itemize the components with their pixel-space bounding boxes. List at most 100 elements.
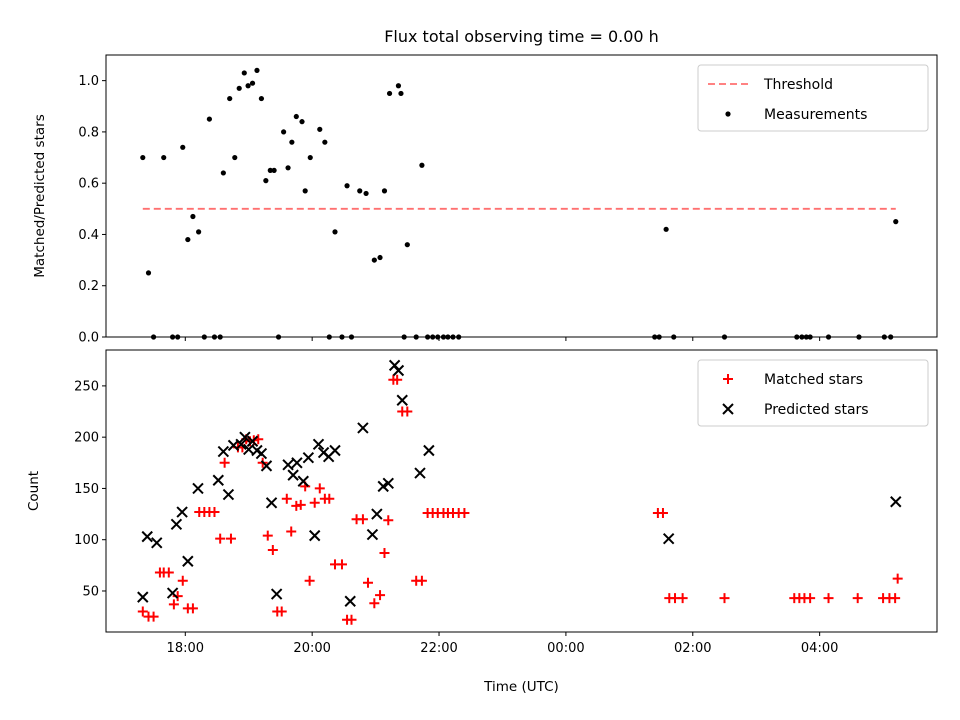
predicted-star-point	[235, 438, 247, 451]
predicted-star-point	[377, 480, 389, 493]
measurement-point	[220, 170, 226, 176]
matched-star-point	[137, 606, 148, 617]
measurement-point	[381, 188, 388, 194]
predicted-star-point	[396, 394, 408, 406]
measurement-point	[395, 83, 402, 89]
matched-star-point	[892, 573, 903, 584]
predicted-star-point	[246, 435, 259, 447]
measurement-point	[258, 95, 265, 102]
y-tick-label: 0.6	[78, 177, 99, 192]
matched-star-point	[677, 593, 688, 604]
matched-star-point	[295, 499, 306, 510]
measurement-point	[332, 229, 338, 235]
predicted-star-point	[890, 496, 902, 508]
measurement-point	[299, 119, 305, 125]
predicted-star-point	[423, 444, 435, 457]
flux-ratio-panel: Flux total observing time = 0.00 h Match…	[32, 27, 938, 346]
matched-star-point	[314, 483, 325, 494]
predicted-star-point	[357, 422, 369, 434]
measurement-point	[386, 90, 393, 97]
measurement-point	[241, 70, 247, 76]
matched-star-point	[148, 611, 159, 622]
matched-star-point	[304, 575, 315, 586]
top-axes-frame	[105, 54, 938, 338]
bottom-axes-frame	[105, 349, 938, 633]
measurement-point	[206, 116, 212, 122]
matched-star-point	[392, 374, 403, 385]
predicted-star-point	[291, 457, 303, 469]
measurement-point	[227, 95, 233, 102]
matched-star-point	[890, 593, 901, 604]
matched-star-point	[357, 514, 368, 525]
predicted-star-point	[151, 537, 163, 549]
matched-star-point	[852, 593, 863, 604]
y-tick-label: 50	[82, 584, 99, 599]
legend-matched-swatch	[723, 374, 733, 384]
matched-star-point	[215, 533, 226, 544]
matched-star-point	[719, 593, 730, 604]
matched-star-point	[324, 493, 335, 504]
measurement-point	[285, 165, 291, 171]
x-tick-label: 18:00	[167, 641, 204, 656]
matched-star-point	[362, 577, 373, 588]
predicted-star-point	[137, 591, 149, 603]
measurement-point	[419, 162, 425, 168]
predicted-star-point	[192, 482, 204, 495]
predicted-star-point	[176, 506, 188, 518]
measurement-point	[185, 236, 191, 243]
legend-entry-label: Measurements	[764, 107, 867, 123]
measurement-point	[249, 80, 256, 86]
predicted-star-point	[392, 364, 405, 377]
measurement-point	[289, 139, 295, 145]
measurement-point	[363, 190, 369, 197]
predicted-star-point	[287, 469, 299, 481]
measurement-point	[307, 154, 313, 161]
matched-star-point	[375, 590, 386, 601]
chart-title: Flux total observing time = 0.00 h	[384, 27, 659, 46]
matched-star-point	[369, 598, 380, 609]
measurement-point	[404, 242, 410, 248]
measurement-point	[140, 154, 146, 161]
predicted-star-point	[255, 447, 268, 460]
matched-star-point	[262, 530, 273, 541]
matched-star-point	[657, 508, 668, 519]
predicted-star-point	[382, 477, 394, 490]
measurement-point	[263, 178, 269, 184]
predicted-star-point	[182, 555, 194, 567]
measurement-point	[663, 226, 669, 232]
matched-star-point	[346, 614, 357, 625]
matched-star-point	[168, 599, 179, 610]
top-legend: Threshold Measurements	[697, 64, 929, 132]
measurement-point	[161, 154, 167, 161]
matched-star-point	[805, 593, 816, 604]
matched-star-point	[187, 603, 198, 614]
predicted-star-point	[308, 529, 321, 542]
matched-star-point	[276, 606, 287, 617]
predicted-star-point	[414, 467, 426, 479]
measurement-point	[254, 67, 260, 73]
measurement-point	[267, 167, 273, 173]
matched-star-point	[402, 406, 413, 417]
predicted-star-point	[217, 445, 230, 458]
matched-star-point	[281, 493, 292, 504]
top-y-axis-label: Matched/Predicted stars	[32, 114, 48, 277]
matched-star-point	[163, 567, 174, 578]
measurement-point	[293, 113, 299, 120]
bottom-marks	[137, 359, 903, 625]
predicted-star-point	[166, 587, 179, 599]
predicted-star-point	[329, 444, 341, 457]
predicted-star-point	[302, 451, 315, 464]
bottom-y-ticks: 50 100 150 200 250	[74, 379, 106, 599]
measurement-point	[245, 83, 251, 89]
measurement-point	[196, 229, 202, 235]
legend-box	[697, 359, 929, 427]
y-tick-label: 200	[74, 431, 99, 446]
legend-entry-label: Predicted stars	[764, 402, 869, 418]
measurement-point	[232, 154, 238, 161]
predicted-star-point	[222, 488, 235, 501]
matched-star-point	[177, 575, 188, 586]
measurement-point	[236, 85, 242, 91]
measurement-point	[271, 167, 277, 173]
matched-star-point	[379, 548, 390, 559]
predicted-star-point	[239, 431, 251, 443]
